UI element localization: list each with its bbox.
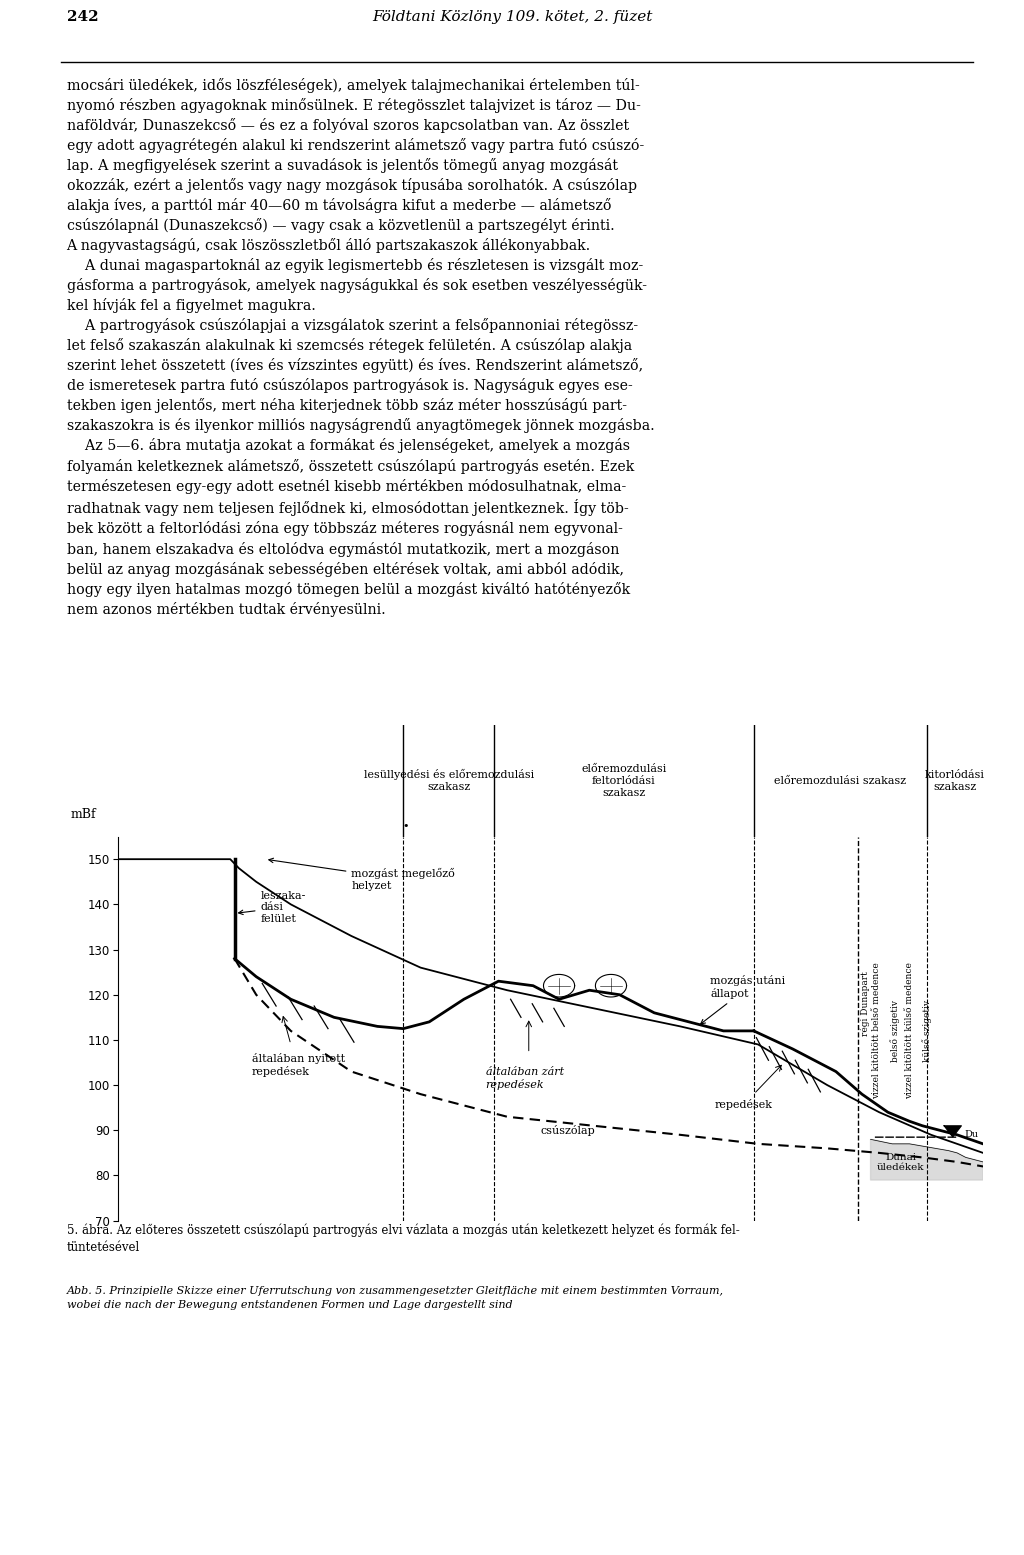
Text: külső szigetiv: külső szigetiv — [923, 1000, 932, 1062]
Text: általában nyitott
repedések: általában nyitott repedések — [252, 1053, 345, 1078]
Text: vizzel kitöltött külső medence: vizzel kitöltött külső medence — [905, 963, 914, 1099]
Text: mocsári üledékek, idős löszféleségek), amelyek talajmechanikai értelemben túl-
n: mocsári üledékek, idős löszféleségek), a… — [67, 78, 654, 617]
Text: 242: 242 — [67, 11, 98, 25]
Text: régi Dunapart: régi Dunapart — [860, 972, 869, 1036]
Text: Földtani Közlöny 109. kötet, 2. füzet: Földtani Közlöny 109. kötet, 2. füzet — [372, 11, 652, 25]
Text: mozgás utáni
állapot: mozgás utáni állapot — [700, 975, 785, 1023]
Text: repedések: repedések — [715, 1099, 773, 1110]
Text: kitorlódási
szakasz: kitorlódási szakasz — [925, 770, 985, 791]
Text: általában zárt
repedések: általában zárt repedések — [485, 1067, 563, 1090]
Polygon shape — [944, 1126, 962, 1137]
Text: leszaka-
dási
felület: leszaka- dási felület — [239, 891, 306, 924]
Text: Abb. 5. Prinzipielle Skizze einer Uferrutschung von zusammengesetzter Gleitfläch: Abb. 5. Prinzipielle Skizze einer Uferru… — [67, 1286, 724, 1309]
Text: Du: Du — [965, 1130, 979, 1140]
Text: Dunai
üledékek: Dunai üledékek — [878, 1152, 925, 1172]
Text: mBf: mBf — [71, 809, 96, 821]
Text: előremozdulási szakasz: előremozdulási szakasz — [774, 776, 906, 785]
Text: vizzel kitöltött belső medence: vizzel kitöltött belső medence — [872, 963, 882, 1099]
Polygon shape — [870, 1140, 983, 1180]
Text: csúszólap: csúszólap — [541, 1124, 595, 1135]
Text: 5. ábra. Az előteres összetett csúszólapú partrogyás elvi vázlata a mozgás után : 5. ábra. Az előteres összetett csúszólap… — [67, 1224, 739, 1255]
Text: belső szigetiv: belső szigetiv — [891, 1000, 900, 1062]
Text: lesüllyedési és előremozdulási
szakasz: lesüllyedési és előremozdulási szakasz — [364, 770, 534, 791]
Text: mozgást megelőző
helyzet: mozgást megelőző helyzet — [269, 858, 455, 891]
Text: előremozdulási
feltorlódási
szakasz: előremozdulási feltorlódási szakasz — [582, 764, 667, 798]
Text: •: • — [402, 821, 409, 830]
